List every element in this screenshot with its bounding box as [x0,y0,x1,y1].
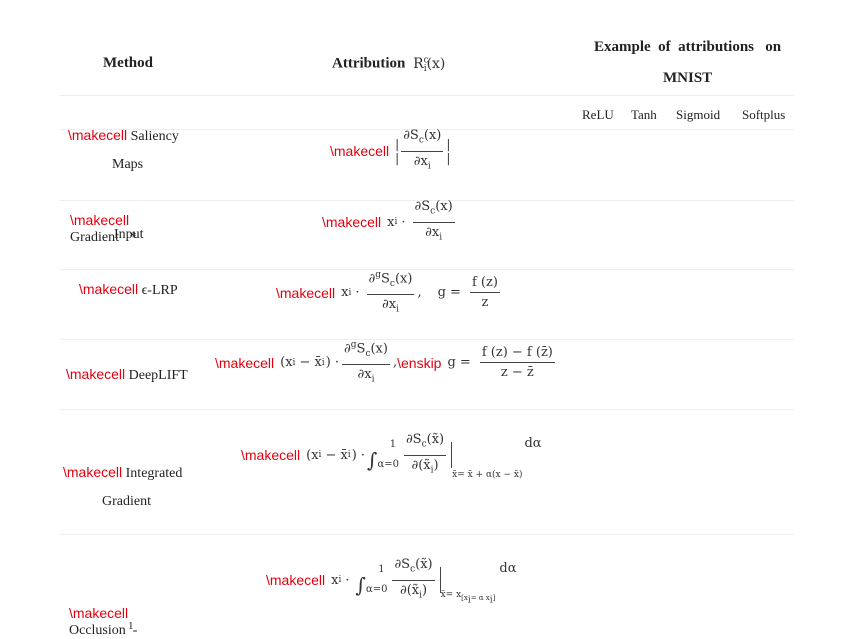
row-divider [60,200,794,201]
integral-sign: 1 ∫α=0 [355,563,388,597]
macro-label: \makecell [241,447,301,464]
method-name: Integrated [125,466,183,481]
macro-label: \makecell [276,284,336,301]
fraction: ∂Sc(x) ∂xi [401,128,444,172]
formula-deeplift: \makecell (x i − x̄ i ) · ∂gSc(x) ∂xi , \en… [215,338,558,388]
formula-saliency: \makecell | | ∂Sc(x) ∂xi | | [330,128,450,174]
header-divider [60,95,794,96]
subheader-sigmoid: Sigmoid [676,107,721,122]
method-occlusion-line2: 1 [128,620,134,632]
header-attribution-symbol: Rci(x) [413,55,446,75]
method-name: ϵ-LRP [141,283,178,298]
subheader-relu: ReLU [582,107,614,122]
method-deeplift: \makecell DeepLIFT [66,366,188,384]
fraction: ∂gSc(x) ∂xi [342,340,390,385]
fraction: ∂gSc(x) ∂xi [366,270,415,315]
row-divider [60,269,794,270]
method-name: Saliency [130,129,179,144]
header-method: Method [103,55,153,71]
macro-label: \makecell [66,366,126,382]
subheader-softplus: Softplus [742,107,786,122]
enskip-label: \enskip [397,354,442,371]
method-gradient-input: \makecell Gradient * [63,196,136,246]
macro-label: \makecell [330,143,390,160]
method-gradient-input-line2: Input [114,227,144,242]
macro-label: \makecell [63,464,123,480]
method-occlusion: \makecell Occlusion - [62,589,137,639]
fraction-g: f (z) z [469,275,500,311]
method-integrated-gradient: \makecell Integrated [63,464,182,482]
method-saliency: \makecell Saliency [68,127,179,145]
subheader-divider [60,129,794,130]
fraction: ∂Sc(x̃) ∂(x̃i) [392,557,435,601]
macro-label: \makecell [215,354,275,371]
evaluation-bar [451,442,453,469]
macro-label: \makecell [69,605,129,621]
macro-label: \makecell [322,214,382,231]
header-attribution-label: Attribution [332,55,406,72]
formula-integrated-gradient: \makecell (x i − x̄ i ) · 1 ∫α=0 ∂Sc(x̃) ∂… [241,432,542,481]
subheader-tanh: Tanh [631,107,657,122]
macro-label: \makecell [68,127,128,143]
fraction-g: f (z) − f (z̄) z − z̄ [479,345,555,381]
header-example-line1: Example of attributions on [594,39,782,55]
row-divider [60,339,794,340]
macro-label: \makecell [70,212,130,228]
abs-bar-right: | | [446,137,451,166]
method-name: DeepLIFT [128,368,188,383]
method-saliency-line2: Maps [112,157,144,172]
fraction: ∂Sc(x) ∂xi [412,199,455,243]
fraction: ∂Sc(x̃) ∂(x̃i) [403,432,447,476]
integral-sign: 1 ∫α=0 [367,438,399,472]
evaluation-bar [439,567,441,594]
row-divider [60,409,794,410]
header-attribution: Attribution Rci(x) [332,55,445,74]
header-example-line2: MNIST [663,70,713,86]
method-elrp: \makecell ϵ-LRP [79,281,178,299]
macro-label: \makecell [79,281,139,297]
row-divider [60,534,794,535]
method-integrated-gradient-line2: Gradient [102,494,151,509]
macro-label: \makecell [266,572,326,589]
abs-bar-left: | | [395,137,399,166]
method-name: Gradient * [70,230,137,245]
